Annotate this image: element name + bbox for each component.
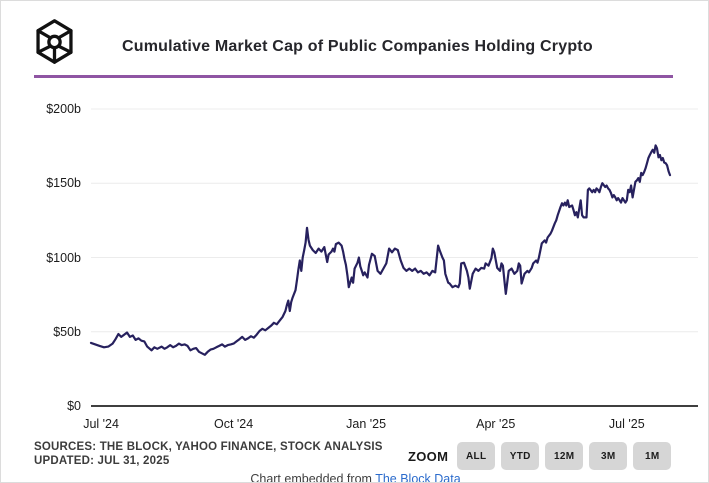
sources-line: SOURCES: THE BLOCK, YAHOO FINANCE, STOCK… [34,441,383,453]
x-axis-tick-label: Oct '24 [213,417,254,431]
y-axis-tick-label: $50b [53,324,81,339]
y-axis-tick-label: $150b [46,176,81,191]
header-divider [34,75,673,78]
zoom-3m-button[interactable]: 3M [589,442,628,470]
updated-line: UPDATED: JUL 31, 2025 [34,455,170,467]
zoom-button-group: ALL YTD 12M 3M 1M [457,442,677,470]
x-axis-tick-label: Jan '25 [346,417,387,431]
market-cap-line [89,144,672,356]
embed-source-link[interactable]: The Block Data [375,472,461,483]
zoom-ytd-button[interactable]: YTD [501,442,540,470]
sources-note: SOURCES: THE BLOCK, YAHOO FINANCE, STOCK… [34,440,383,468]
zoom-label: ZOOM [408,448,449,464]
the-block-logo-icon [36,19,73,64]
page-title: Cumulative Market Cap of Public Companie… [122,38,593,55]
embed-attribution: Chart embedded from The Block Data [1,472,708,483]
zoom-1m-button[interactable]: 1M [633,442,672,470]
y-axis-tick-label: $0 [67,399,81,413]
y-axis-tick-label: $200b [46,102,81,116]
gridlines [91,108,698,407]
zoom-controls: ZOOM ALL YTD 12M 3M 1M [408,442,677,470]
zoom-all-button[interactable]: ALL [457,442,496,470]
x-axis-tick-label: Jul '25 [608,417,645,431]
zoom-12m-button[interactable]: 12M [545,442,584,470]
x-axis-tick-label: Jul '24 [83,417,119,431]
y-axis-tick-label: $100b [46,250,81,265]
embed-text: Chart embedded from [250,472,376,483]
x-axis-tick-label: Apr '25 [476,417,516,431]
